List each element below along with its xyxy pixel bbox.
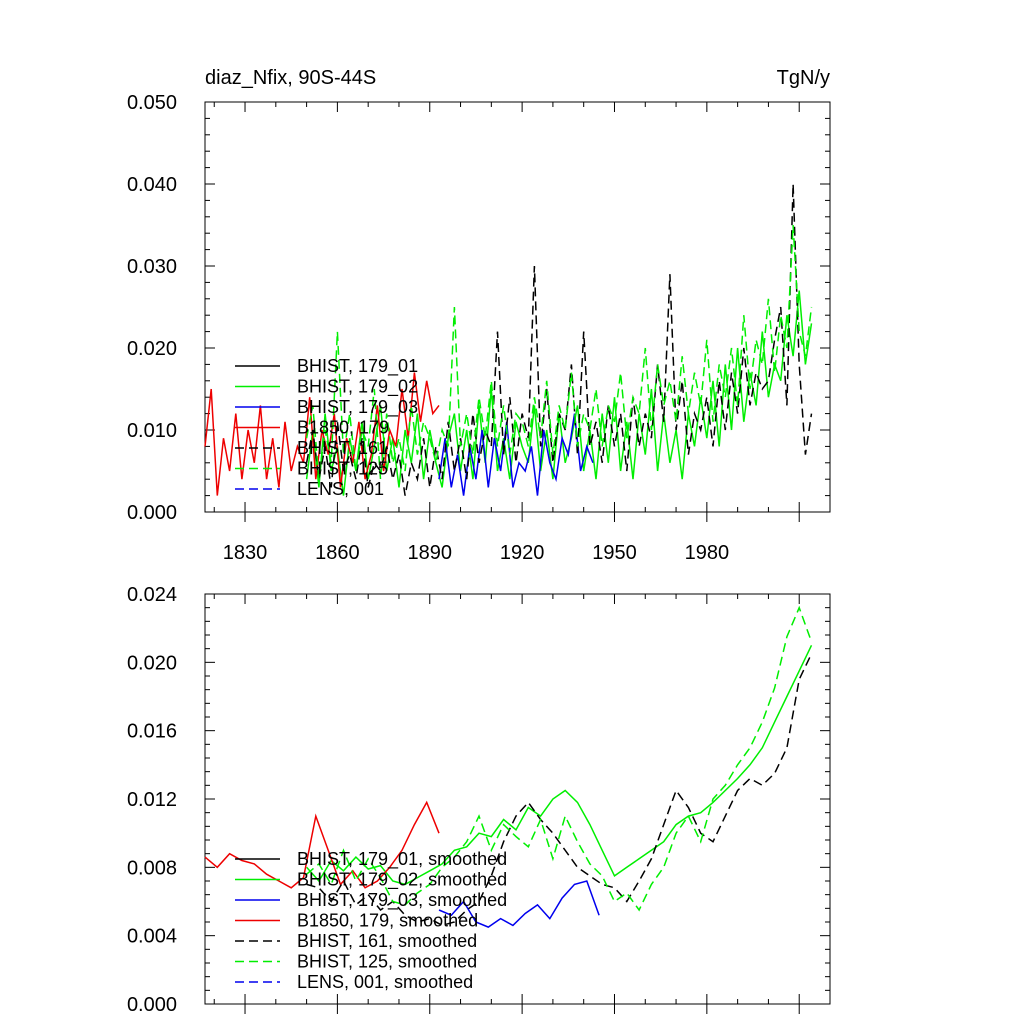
- x-tick-label: 1890: [408, 542, 453, 564]
- y-tick-label: 0.004: [127, 926, 177, 948]
- legend-label: BHIST, 179_03: [297, 397, 418, 418]
- y-tick-label: 0.012: [127, 789, 177, 811]
- legend-label: BHIST, 179_02, smoothed: [297, 870, 507, 891]
- y-tick-label: 0.040: [127, 174, 177, 196]
- y-tick-label: 0.024: [127, 584, 177, 606]
- legend-label: BHIST, 125, smoothed: [297, 952, 477, 972]
- legend-label: BHIST, 179_01, smoothed: [297, 849, 507, 870]
- series-line-4: [306, 653, 813, 927]
- series-line-4: [305, 183, 813, 496]
- legend-label: BHIST, 179_01: [297, 356, 418, 377]
- x-tick-label: 1980: [685, 542, 730, 564]
- y-tick-label: 0.030: [127, 256, 177, 278]
- legend-label: BHIST, 179_02: [297, 377, 418, 398]
- plot-frame: [204, 101, 831, 513]
- x-tick-label: 1920: [500, 542, 545, 564]
- legend-label: BHIST, 161, smoothed: [297, 931, 477, 951]
- series-line-5: [305, 224, 813, 480]
- y-tick-label: 0.000: [127, 502, 177, 524]
- legend-label: LENS, 001, smoothed: [297, 972, 473, 992]
- y-tick-label: 0.020: [127, 338, 177, 360]
- series-line-2: [438, 413, 594, 496]
- series-line-3: [204, 372, 440, 496]
- y-tick-label: 0.016: [127, 721, 177, 743]
- x-tick-label: 1830: [223, 542, 268, 564]
- legend-label: BHIST, 179_03, smoothed: [297, 890, 507, 911]
- x-tick-label: 1950: [592, 542, 637, 564]
- y-tick-label: 0.000: [127, 994, 177, 1016]
- x-tick-label: 1860: [315, 542, 360, 564]
- series-line-2: [438, 880, 600, 928]
- legend-label: B1850, 179, smoothed: [297, 911, 478, 931]
- series-line-3: [204, 800, 440, 889]
- legend-label: B1850, 179: [297, 418, 389, 438]
- y-tick-label: 0.020: [127, 652, 177, 674]
- left-title: diaz_Nfix, 90S-44S: [205, 67, 376, 89]
- y-tick-label: 0.050: [127, 92, 177, 114]
- top-panel: 0.000 0.010 0.020 0.030 0.040 0.050 1830 1860 18…: [127, 92, 831, 564]
- series-line-5: [306, 605, 813, 912]
- legend-label: BHIST, 125: [297, 459, 388, 479]
- y-tick-label: 0.008: [127, 857, 177, 879]
- right-title: TgN/y: [777, 67, 830, 89]
- legend-label: LENS, 001: [297, 479, 384, 499]
- series-line-1: [306, 644, 813, 886]
- y-tick-label: 0.010: [127, 420, 177, 442]
- legend-label: BHIST, 161: [297, 438, 388, 458]
- bottom-panel: 0.000 0.004 0.008 0.012 0.016 0.020 0.024 BHIST…: [127, 584, 831, 1016]
